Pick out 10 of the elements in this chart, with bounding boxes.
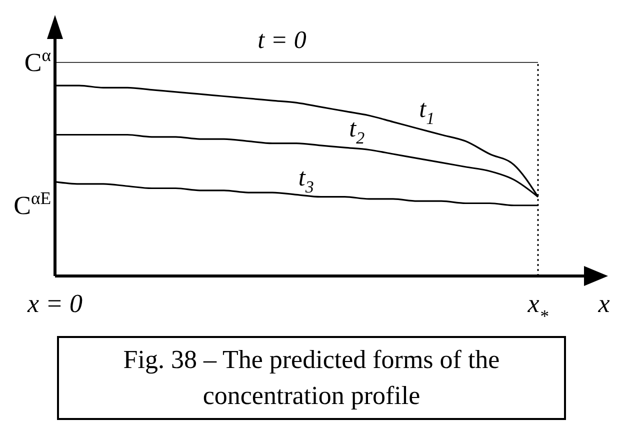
series-label: t$_{2}$ bbox=[349, 115, 366, 148]
series-label: t$_{1}$ bbox=[419, 95, 435, 128]
x-tick-label: x$_{*}$ bbox=[526, 289, 548, 326]
x-axis-title: x bbox=[597, 289, 610, 318]
annotation: C$^{αE}$ bbox=[14, 188, 51, 220]
caption: Fig. 38 – The predicted forms of the concentration profile bbox=[57, 336, 566, 420]
series-label: t = 0 bbox=[258, 26, 307, 54]
annotation: C$^{α}$ bbox=[24, 45, 51, 77]
series-label: t$_{3}$ bbox=[298, 164, 314, 197]
x-tick-label: x = 0 bbox=[26, 289, 83, 318]
